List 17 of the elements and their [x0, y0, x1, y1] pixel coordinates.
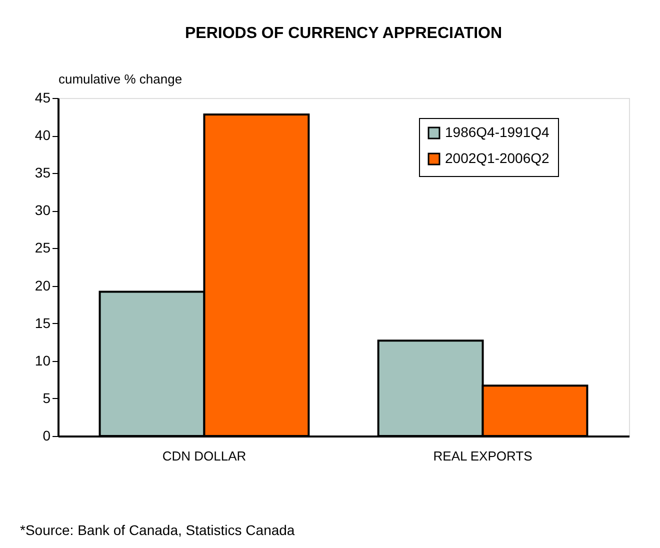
y-tick-label: 25 — [34, 240, 51, 256]
y-tick-label: 35 — [34, 164, 51, 181]
legend-label: 1986Q4-1991Q4 — [445, 124, 550, 140]
y-tick-label: 40 — [34, 127, 51, 144]
y-tick-label: 0 — [42, 428, 51, 444]
chart-title: PERIODS OF CURRENCY APPRECIATION — [184, 25, 502, 42]
y-tick-label: 5 — [42, 390, 51, 406]
y-tick-label: 30 — [34, 202, 51, 218]
x-tick-label: CDN DOLLAR — [162, 448, 246, 464]
y-tick-label: 15 — [34, 314, 51, 331]
y-tick-label: 20 — [34, 277, 51, 294]
y-axis-title: cumulative % change — [58, 72, 182, 86]
text: *Source: Bank of Canada, Statistics Canada — [20, 522, 295, 538]
y-tick-label: 45 — [34, 90, 51, 106]
y-tick-label: 10 — [34, 352, 51, 368]
x-tick-label: REAL EXPORTS — [433, 448, 533, 464]
legend-label: 2002Q1-2006Q2 — [445, 150, 550, 166]
